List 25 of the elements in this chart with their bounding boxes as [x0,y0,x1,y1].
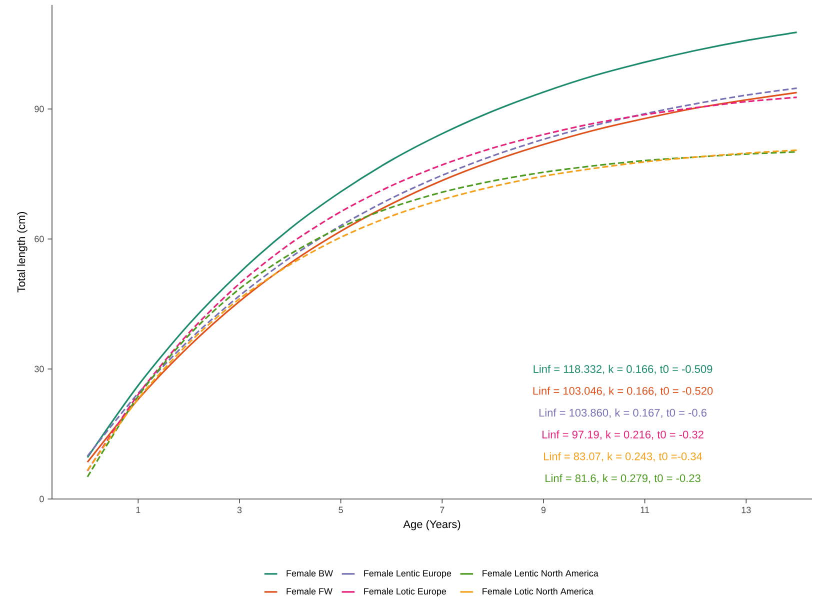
y-tick-label: 0 [40,496,44,502]
y-tick-label: 30 [34,366,44,372]
annotation: Linf = 103.860, k = 0.167, t0 = -0.6 [539,408,707,418]
legend-label: Female Lentic North America [482,570,598,577]
annotation: Linf = 103.046, k = 0.166, t0 = -0.520 [533,386,713,396]
x-tick-label: 5 [338,506,343,514]
x-tick-label: 1 [136,506,140,513]
annotation: Linf = 81.6, k = 0.279, t0 = -0.23 [546,474,700,484]
x-tick-label: 9 [541,506,546,514]
y-axis-title: Total length (cm) [17,212,28,292]
x-tick-label: 3 [237,506,242,514]
legend-label: Female BW [286,570,333,577]
legend-label: Female Lentic Europe [364,570,452,578]
legend-label: Female Lotic Europe [364,588,446,596]
x-tick-label: 13 [742,506,751,514]
x-axis-title: Age (Years) [403,520,460,530]
annotation: Linf = 83.07, k = 0.243, t0 =-0.34 [544,452,702,462]
x-tick-label: 11 [640,506,650,513]
annotation: Linf = 97.19, k = 0.216, t0 = -0.32 [542,430,704,440]
x-tick-label: 7 [440,506,444,513]
legend-label: Female Lotic North America [482,588,594,595]
legend-label: Female FW [286,588,332,595]
y-tick-label: 60 [34,236,44,242]
y-tick-label: 90 [34,106,44,112]
annotation: Linf = 118.332, k = 0.166, t0 = -0.509 [534,364,712,374]
